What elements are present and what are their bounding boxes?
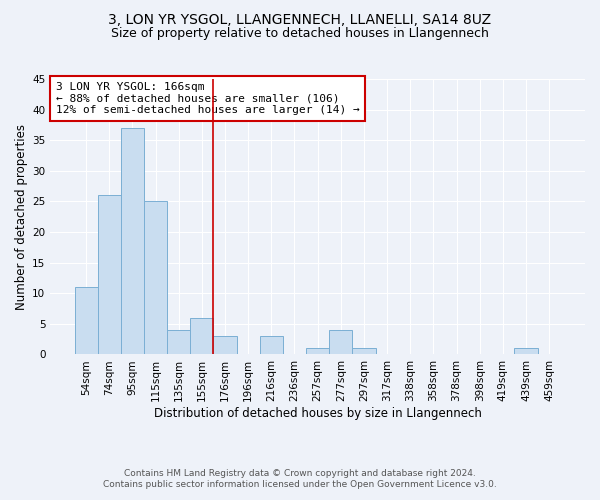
Bar bbox=[214, 336, 236, 354]
Bar bbox=[329, 330, 352, 354]
Text: Contains HM Land Registry data © Crown copyright and database right 2024.: Contains HM Land Registry data © Crown c… bbox=[124, 468, 476, 477]
Text: Size of property relative to detached houses in Llangennech: Size of property relative to detached ho… bbox=[111, 28, 489, 40]
Text: Contains public sector information licensed under the Open Government Licence v3: Contains public sector information licen… bbox=[103, 480, 497, 489]
Bar bbox=[352, 348, 376, 354]
Bar bbox=[514, 348, 538, 354]
Bar bbox=[98, 196, 121, 354]
Bar bbox=[260, 336, 283, 354]
X-axis label: Distribution of detached houses by size in Llangennech: Distribution of detached houses by size … bbox=[154, 407, 482, 420]
Bar bbox=[167, 330, 190, 354]
Bar bbox=[144, 202, 167, 354]
Text: 3, LON YR YSGOL, LLANGENNECH, LLANELLI, SA14 8UZ: 3, LON YR YSGOL, LLANGENNECH, LLANELLI, … bbox=[109, 12, 491, 26]
Y-axis label: Number of detached properties: Number of detached properties bbox=[15, 124, 28, 310]
Text: 3 LON YR YSGOL: 166sqm
← 88% of detached houses are smaller (106)
12% of semi-de: 3 LON YR YSGOL: 166sqm ← 88% of detached… bbox=[56, 82, 359, 115]
Bar bbox=[190, 318, 214, 354]
Bar bbox=[121, 128, 144, 354]
Bar bbox=[306, 348, 329, 354]
Bar bbox=[74, 287, 98, 354]
